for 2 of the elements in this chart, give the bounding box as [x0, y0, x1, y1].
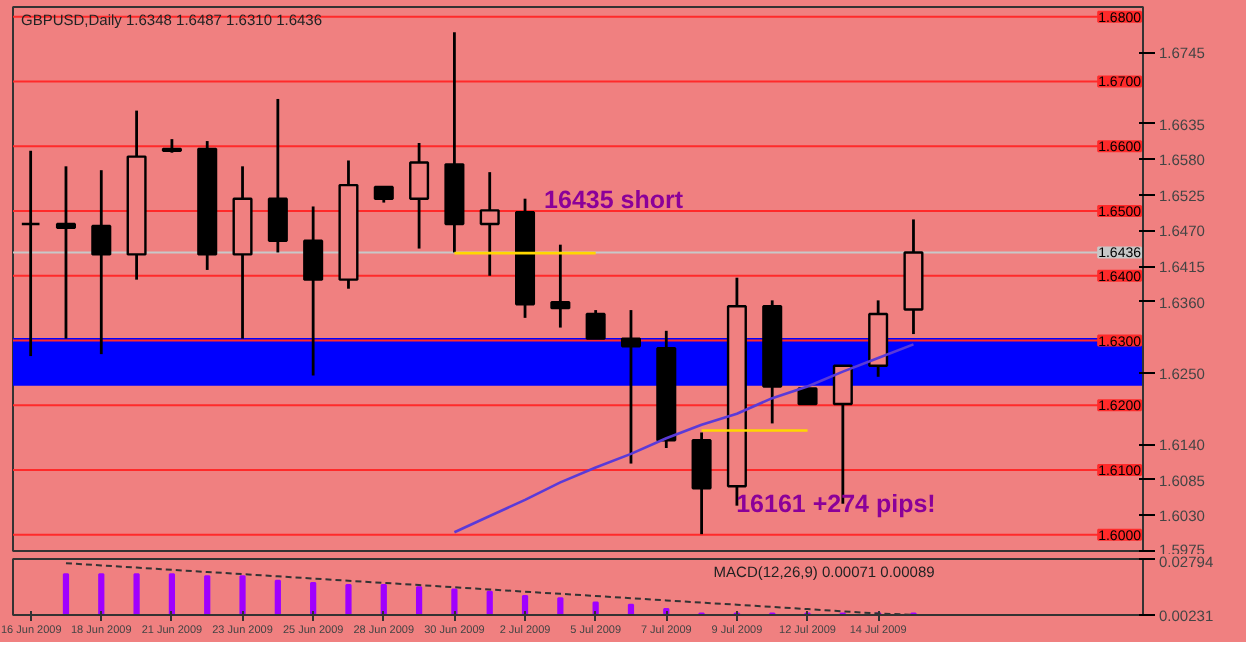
- annotation: 16435 short: [544, 185, 685, 214]
- annotation: 16161 +274 pips!: [736, 490, 936, 519]
